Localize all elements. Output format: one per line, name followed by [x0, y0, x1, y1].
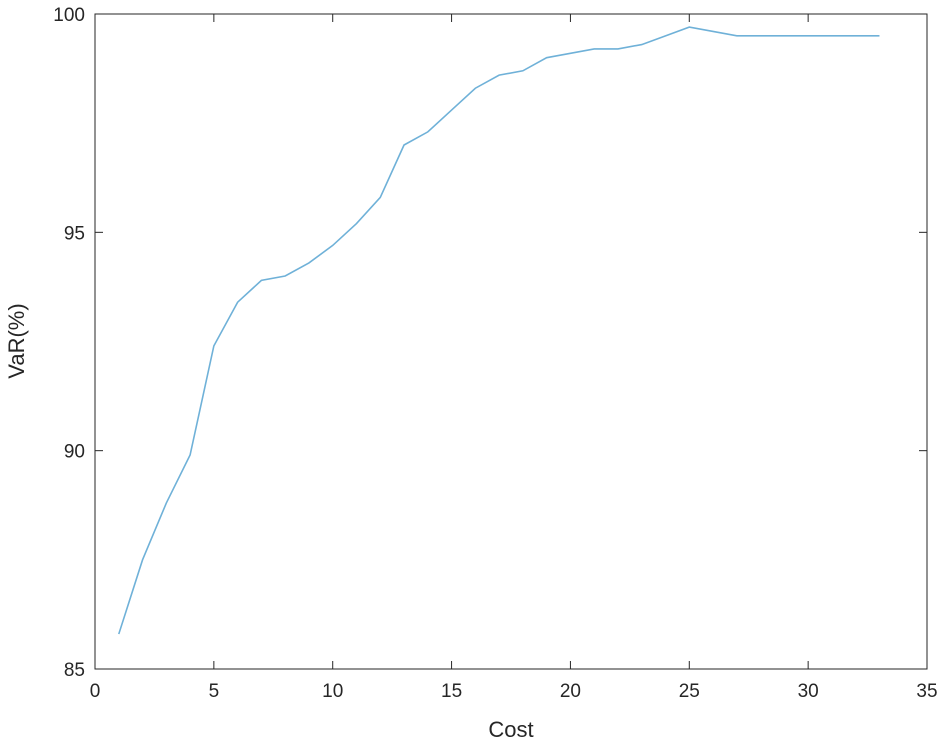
y-tick-label: 85 [64, 660, 85, 681]
x-tick-label: 25 [679, 681, 700, 702]
y-tick-label: 90 [64, 442, 85, 463]
x-tick-label: 35 [916, 681, 937, 702]
x-tick-label: 15 [441, 681, 462, 702]
x-tick-label: 10 [322, 681, 343, 702]
plot-frame [94, 13, 928, 670]
x-axis-label: Cost [488, 717, 533, 742]
x-tick-label: 20 [560, 681, 581, 702]
x-tick-label: 5 [209, 681, 220, 702]
x-tick-label: 30 [798, 681, 819, 702]
y-tick-label: 100 [53, 5, 85, 26]
x-tick-label: 0 [90, 681, 101, 702]
data-line [118, 26, 880, 635]
y-axis-label: VaR(%) [4, 303, 29, 378]
y-tick-label: 95 [64, 223, 85, 244]
